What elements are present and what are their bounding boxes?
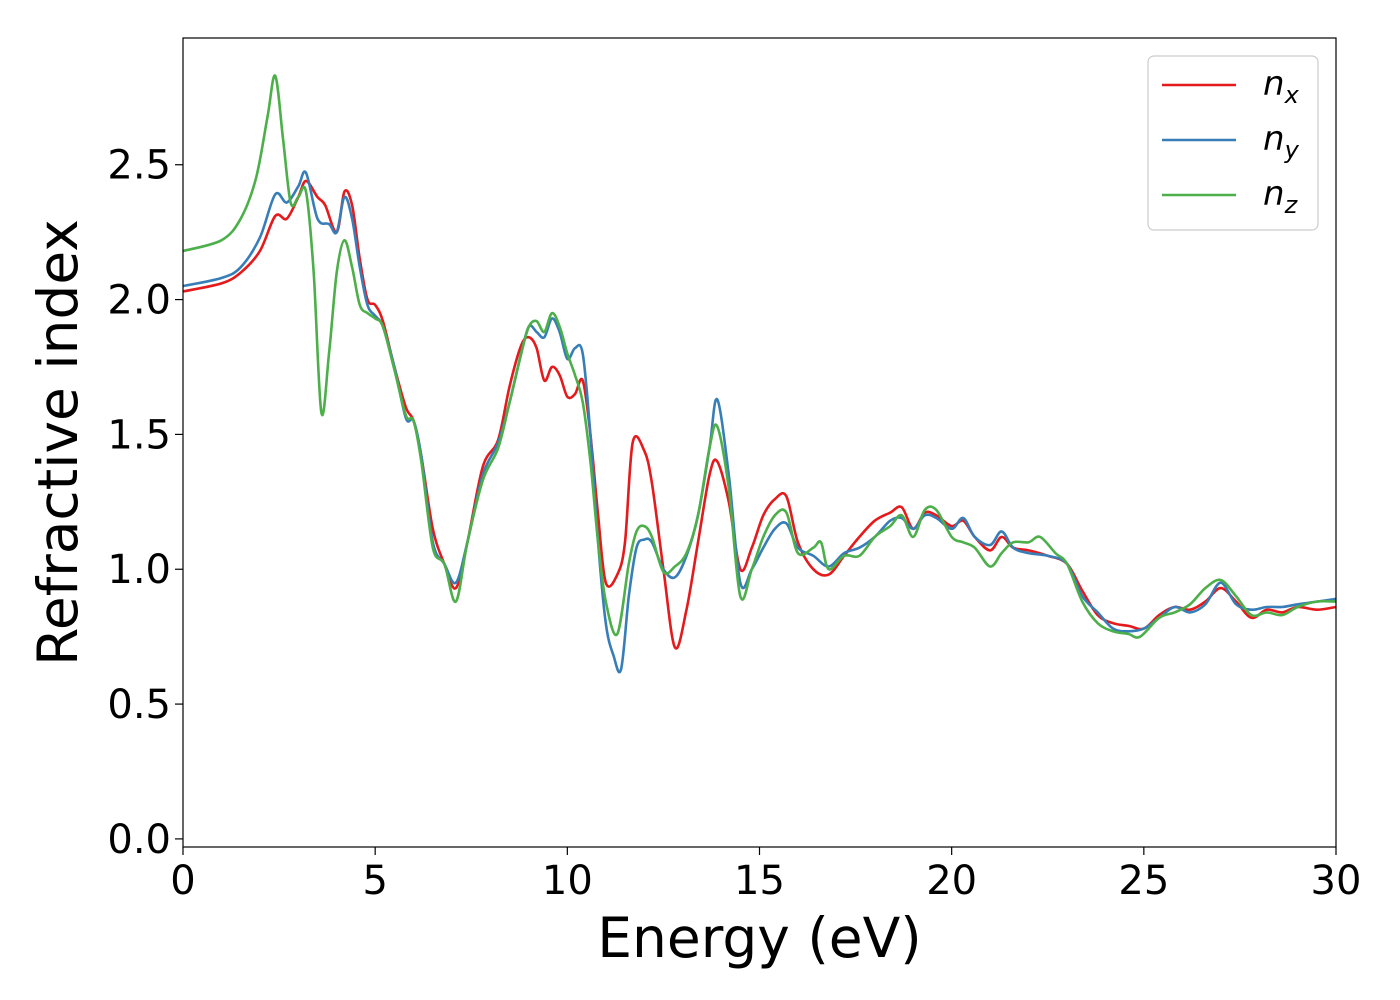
x-tick-label: 0: [170, 858, 195, 904]
x-tick-label: 30: [1311, 858, 1362, 904]
y-tick-label: 0.5: [107, 682, 171, 728]
series-layer: [183, 74, 1336, 674]
x-tick-label: 20: [926, 858, 977, 904]
series-line-nz: [183, 74, 1336, 639]
series-line-ny: [183, 170, 1336, 674]
x-tick-label: 15: [734, 858, 785, 904]
x-tick-label: 10: [542, 858, 593, 904]
series-line-nx: [183, 179, 1336, 650]
legend-label-nz: nz: [1263, 174, 1299, 219]
x-tick-label: 5: [362, 858, 387, 904]
y-axis: 0.0 0.5 1.0 1.5 2.0 2.5: [107, 143, 183, 863]
y-tick-label: 2.5: [107, 143, 171, 189]
y-axis-title: Refractive index: [26, 219, 90, 666]
y-tick-label: 0.0: [107, 817, 171, 863]
x-axis-title: Energy (eV): [597, 906, 921, 970]
x-tick-label: 25: [1118, 858, 1169, 904]
x-axis: 0 5 10 15 20 25 30: [170, 847, 1361, 904]
y-tick-label: 1.5: [107, 412, 171, 458]
y-tick-label: 2.0: [107, 278, 171, 324]
legend-label-nx: nx: [1263, 64, 1300, 109]
legend-box: [1147, 55, 1319, 231]
legend-label-ny: ny: [1263, 119, 1300, 164]
legend: nx ny nz: [1147, 55, 1319, 231]
y-tick-label: 1.0: [107, 547, 171, 593]
